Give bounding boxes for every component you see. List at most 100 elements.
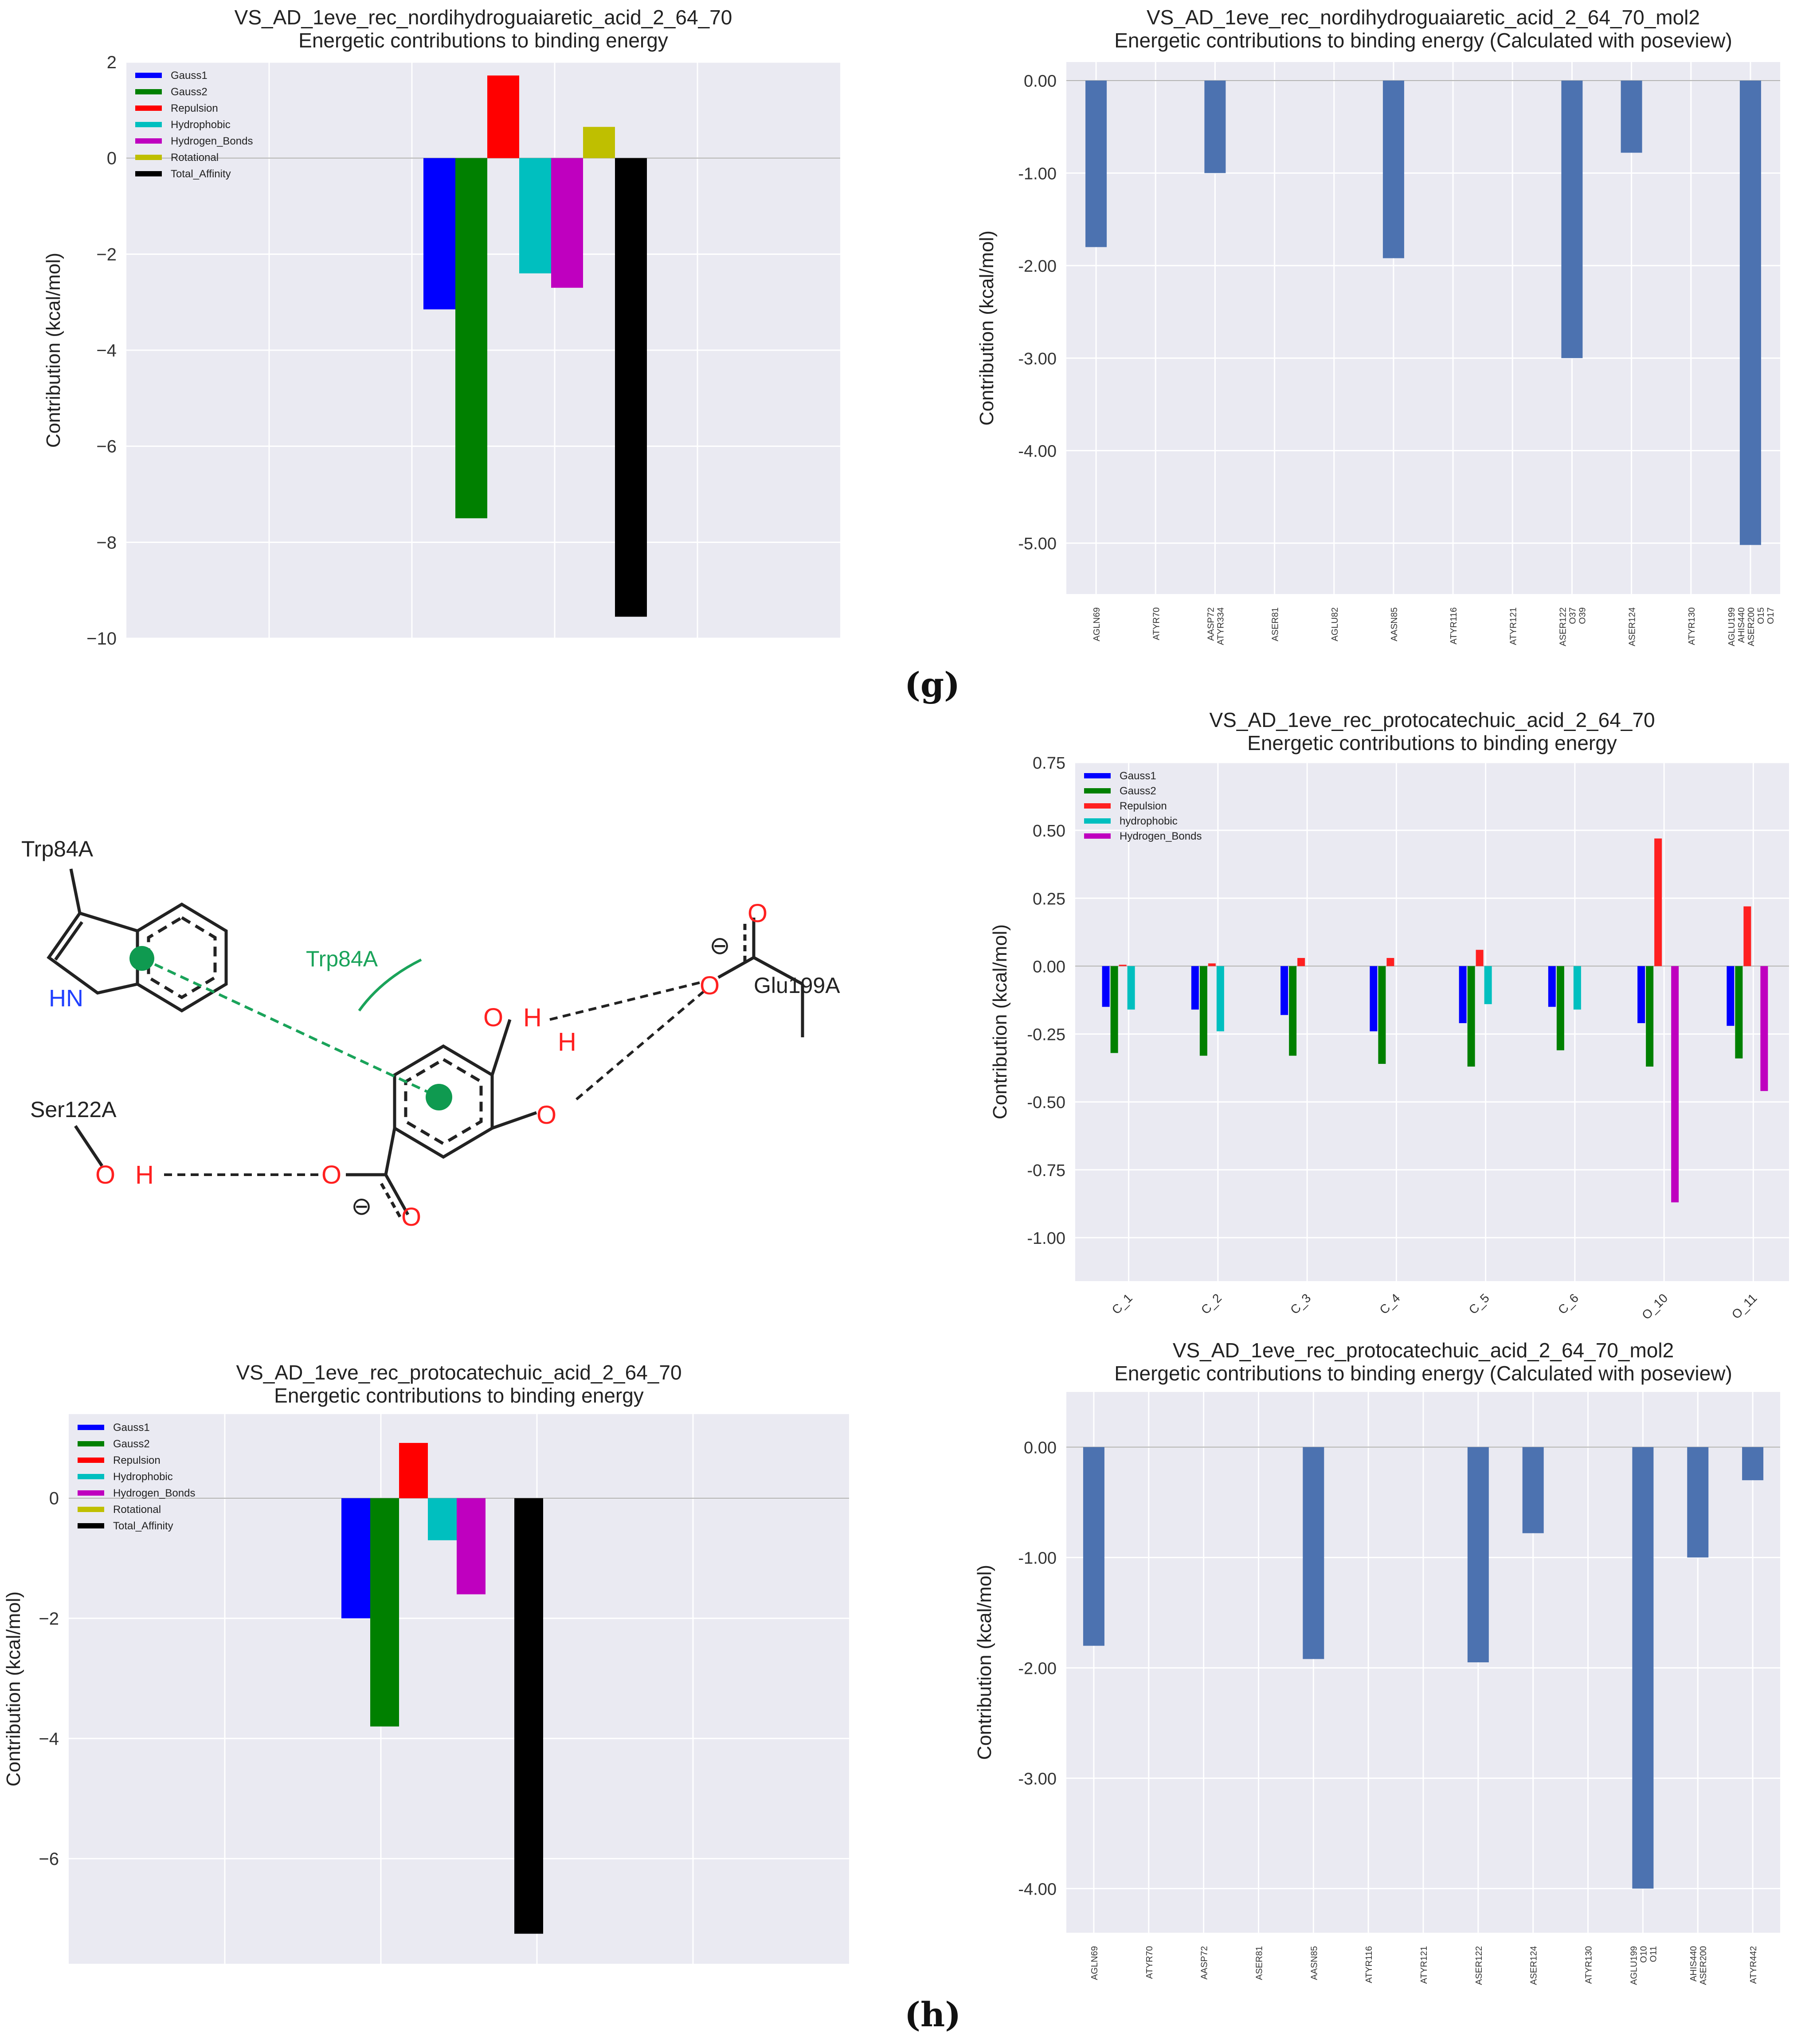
ser-hydrogen: H: [135, 1161, 154, 1189]
chart-h-atoms-svg: VS_AD_1eve_rec_protocatechuic_acid_2_64_…: [989, 708, 1789, 1322]
x-tick-label: O_10: [1639, 1291, 1670, 1322]
bar-gauss1: [1548, 966, 1556, 1007]
bar-hydrogen_bonds: [551, 158, 583, 288]
bar-total_affinity: [514, 1498, 543, 1934]
bar-repulsion: [1386, 958, 1394, 966]
y-tick-label: 0.25: [1033, 890, 1065, 908]
legend-label: hydrophobic: [1120, 815, 1178, 827]
bar-repulsion: [487, 75, 519, 158]
ligand-carboxyl-bond: [384, 1128, 396, 1175]
bar-gauss1: [1637, 966, 1645, 1024]
chart-title: VS_AD_1eve_rec_protocatechuic_acid_2_64_…: [1209, 708, 1655, 731]
legend-label: Hydrophobic: [113, 1471, 173, 1483]
bar-hydrogen_bonds: [1671, 966, 1679, 1203]
bar-aasn85: [1382, 80, 1404, 258]
trp-attachment-bond: [69, 868, 82, 914]
y-tick-label: 0: [49, 1489, 59, 1509]
legend-label: Hydrogen_Bonds: [171, 135, 253, 147]
x-tick-label: ATYR70: [1151, 607, 1161, 640]
ligand-oh-top-bond: [490, 1019, 512, 1076]
chart-subtitle: Energetic contributions to binding energ…: [1247, 731, 1617, 754]
x-tick-label: AHIS440: [1737, 607, 1746, 643]
bar-gauss2: [1289, 966, 1297, 1056]
bar-repulsion: [399, 1443, 428, 1498]
y-tick-label: −4: [39, 1729, 59, 1749]
trp-pyrrole-ring: [47, 911, 138, 995]
legend-label: Rotational: [171, 152, 219, 164]
ligand-oh-mid-bond: [491, 1111, 537, 1130]
x-tick-label: AGLN69: [1090, 1946, 1100, 1980]
carboxyl-oxygen-1: O: [321, 1161, 341, 1189]
bar-atyr442: [1742, 1447, 1764, 1481]
x-tick-label: ATYR130: [1687, 607, 1697, 645]
oh-mid-hydrogen: H: [558, 1028, 576, 1056]
bar-hydrogen_bonds: [457, 1498, 486, 1595]
bar-aglu199: [1739, 80, 1761, 545]
hbond-mid-oh-glu: [576, 987, 708, 1101]
x-tick-label: O39: [1578, 607, 1587, 624]
chart-g-energy: VS_AD_1eve_rec_nordihydroguaiaretic_acid…: [0, 0, 869, 665]
y-tick-label: 2: [107, 53, 117, 72]
x-tick-label: AASP72: [1200, 1946, 1210, 1980]
y-tick-label: -1.00: [1018, 1549, 1057, 1567]
x-tick-label: ASER122: [1474, 1946, 1484, 1985]
y-tick-label: 0.75: [1033, 754, 1065, 773]
bar-aser122: [1561, 80, 1583, 358]
bar-hydrophobic: [428, 1498, 457, 1540]
y-tick-label: -5.00: [1018, 535, 1057, 553]
x-tick-label: O_11: [1729, 1291, 1760, 1321]
x-tick-label: C_4: [1377, 1291, 1402, 1317]
bar-gauss2: [1378, 966, 1386, 1064]
bar-gauss2: [370, 1498, 399, 1727]
bar-repulsion: [1208, 963, 1216, 966]
chart-g-poseview: VS_AD_1eve_rec_nordihydroguaiaretic_acid…: [940, 0, 1809, 665]
x-tick-label: ATYR116: [1364, 1946, 1374, 1983]
glu-o1-bond: [717, 956, 755, 979]
legend-label: Hydrogen_Bonds: [1120, 830, 1202, 842]
y-tick-label: −2: [96, 245, 117, 264]
x-tick-label: ASER81: [1254, 1946, 1264, 1980]
bar-hydrophobic: [519, 158, 551, 274]
bar-hydrophobic: [1127, 966, 1135, 1010]
legend-label: Hydrophobic: [171, 119, 231, 131]
bar-repulsion: [1297, 958, 1305, 966]
ligand-ring-centroid: [426, 1084, 452, 1110]
bar-hydrophobic: [1216, 966, 1224, 1032]
y-axis-label: Contribution (kcal/mol): [974, 1565, 995, 1760]
bar-aser124: [1522, 1447, 1544, 1533]
bar-agln69: [1083, 1447, 1104, 1646]
bar-aglu199: [1632, 1447, 1654, 1889]
pi-stacking-arc: [358, 958, 422, 1012]
x-tick-label: AASN85: [1309, 1946, 1319, 1980]
y-tick-label: -0.25: [1027, 1026, 1065, 1044]
hn-label: HN: [49, 985, 83, 1012]
y-tick-label: 0: [107, 149, 117, 168]
y-tick-label: -3.00: [1018, 1770, 1057, 1788]
oh-top-oxygen: O: [483, 1003, 503, 1032]
legend-label: Total_Affinity: [171, 168, 231, 180]
chart-h-energy: VS_AD_1eve_rec_protocatechuic_acid_2_64_…: [0, 1356, 869, 1977]
legend-label: Repulsion: [1120, 800, 1167, 812]
chart-subtitle: Energetic contributions to binding energ…: [298, 29, 668, 52]
chart-title: VS_AD_1eve_rec_protocatechuic_acid_2_64_…: [236, 1361, 681, 1384]
x-tick-label: AGLU199: [1727, 607, 1737, 646]
x-tick-label: ATYR442: [1749, 1946, 1758, 1984]
bar-ahis440: [1687, 1447, 1709, 1558]
y-tick-label: −2: [39, 1609, 59, 1629]
legend-label: Gauss2: [113, 1438, 150, 1450]
trp-pyrrole-double: [54, 921, 83, 961]
bar-aasn85: [1303, 1447, 1324, 1659]
x-tick-label: AHIS440: [1689, 1946, 1699, 1981]
y-axis-label: Contribution (kcal/mol): [976, 231, 998, 426]
carboxyl-oxygen-2: O: [401, 1203, 421, 1231]
x-tick-label: ASER200: [1746, 607, 1756, 646]
y-tick-label: -2.00: [1018, 1659, 1057, 1678]
bar-gauss2: [1467, 966, 1475, 1067]
bar-agln69: [1085, 80, 1107, 247]
ser-oxygen: O: [95, 1161, 115, 1189]
chart-h-poseview-svg: VS_AD_1eve_rec_protocatechuic_acid_2_64_…: [974, 1339, 1780, 1985]
hbond-top-oh-glu: [549, 981, 703, 1021]
panel-label-h: (h): [904, 1995, 961, 2034]
x-tick-label: ATYR121: [1508, 607, 1518, 645]
panel-label-g: (g): [904, 665, 960, 704]
